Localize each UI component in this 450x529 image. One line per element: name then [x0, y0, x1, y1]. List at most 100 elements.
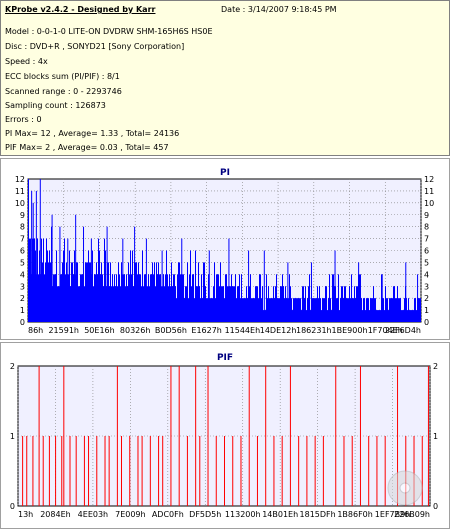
- pi-bar: [81, 274, 82, 322]
- pi-bar: [294, 298, 295, 322]
- pi-bar: [403, 310, 404, 322]
- pi-bar: [246, 286, 247, 322]
- pi-bar: [235, 274, 236, 322]
- pi-bar: [355, 298, 356, 322]
- pi-spike-bar: [228, 238, 230, 322]
- pi-spike-bar: [334, 250, 336, 322]
- pi-bar: [265, 310, 266, 322]
- pif-xtick-label: 113200h: [225, 510, 261, 519]
- pi-bar: [136, 262, 137, 322]
- pi-bar: [279, 298, 280, 322]
- pif-stats-line: PIF Max= 2 , Average= 0.03 , Total= 457: [5, 143, 169, 152]
- pif-bar: [63, 366, 65, 506]
- pi-bar: [167, 274, 168, 322]
- pi-bar: [190, 250, 191, 322]
- pi-bar: [344, 286, 345, 322]
- pi-bar: [336, 298, 337, 322]
- pi-bar: [351, 274, 352, 322]
- pi-bar: [142, 250, 143, 322]
- pi-bar: [170, 286, 171, 322]
- pi-bar: [197, 286, 198, 322]
- pi-bar: [125, 286, 126, 322]
- pi-bar: [78, 286, 79, 322]
- pi-bar: [195, 250, 196, 322]
- pi-bar: [361, 298, 362, 322]
- pi-bar: [47, 250, 48, 322]
- pif-xtick-label: 226B09h: [394, 510, 430, 519]
- pi-bar: [376, 310, 377, 322]
- pi-bar: [226, 274, 227, 322]
- pif-bar: [26, 436, 28, 506]
- pi-bar: [165, 274, 166, 322]
- pi-bar: [418, 298, 419, 322]
- pi-bar: [177, 274, 178, 322]
- pi-bar: [378, 310, 379, 322]
- info-panel: KProbe v2.4.2 - Designed by Karr Date : …: [0, 0, 450, 156]
- pi-bar: [141, 286, 142, 322]
- pi-spike-bar: [287, 262, 289, 322]
- pi-bar: [357, 286, 358, 322]
- pi-bar: [305, 286, 306, 322]
- scan-date: Date : 3/14/2007 9:18:45 PM: [221, 5, 337, 14]
- pi-bar: [192, 274, 193, 322]
- pi-bar: [396, 298, 397, 322]
- pi-bar: [72, 262, 73, 322]
- pi-bar: [234, 286, 235, 322]
- pi-spike-bar: [31, 190, 33, 322]
- pi-bar: [251, 298, 252, 322]
- pi-bar: [322, 298, 323, 322]
- pi-bar: [210, 298, 211, 322]
- pi-bar: [390, 298, 391, 322]
- pi-ytick-label-left: 3: [20, 282, 25, 291]
- pi-bar: [316, 298, 317, 322]
- pif-xtick-label: 2084Eh: [40, 510, 70, 519]
- pi-bar: [342, 286, 343, 322]
- pi-bar: [196, 286, 197, 322]
- pi-spike-bar: [28, 179, 29, 322]
- pi-ytick-label-left: 9: [20, 211, 25, 220]
- pi-bar: [35, 250, 36, 322]
- pi-bar: [96, 262, 97, 322]
- pi-bar: [84, 286, 85, 322]
- pi-bar: [155, 286, 156, 322]
- pi-spike-bar: [35, 190, 37, 322]
- pi-bar: [171, 262, 172, 322]
- pi-ytick-label-right: 6: [424, 247, 429, 256]
- pi-spike-bar: [358, 262, 360, 322]
- pi-bar: [269, 298, 270, 322]
- pi-bar: [229, 286, 230, 322]
- pi-bar: [367, 298, 368, 322]
- pif-bar: [413, 436, 415, 506]
- pif-xtick-label: 1815DFh: [300, 510, 336, 519]
- pi-xtick-label: 1BE900h: [332, 326, 368, 335]
- pi-bar: [262, 286, 263, 322]
- pi-bar: [207, 298, 208, 322]
- disc-line: Disc : DVD+R , SONYD21 [Sony Corporation…: [5, 42, 185, 51]
- pi-bar: [252, 298, 253, 322]
- pi-bar: [148, 274, 149, 322]
- pi-bar: [297, 298, 298, 322]
- pif-bar: [149, 436, 151, 506]
- pif-xtick-label: DF5D5h: [189, 510, 221, 519]
- pi-bar: [292, 310, 293, 322]
- pi-bar: [413, 310, 414, 322]
- pi-bar: [399, 298, 400, 322]
- pi-bar: [259, 274, 260, 322]
- pif-bar: [384, 436, 386, 506]
- pi-bar: [101, 262, 102, 322]
- pi-ytick-label-right: 2: [424, 294, 429, 303]
- pif-chart-title: PIF: [217, 353, 233, 363]
- pi-bar: [253, 298, 254, 322]
- model-line: Model : 0-0-1-0 LITE-ON DVDRW SHM-165H6S…: [5, 27, 213, 36]
- pif-bar: [162, 436, 164, 506]
- pif-bar: [55, 436, 57, 506]
- pi-bar: [123, 274, 124, 322]
- pif-bar: [38, 366, 40, 506]
- pi-bar: [145, 274, 146, 322]
- pi-bar: [323, 298, 324, 322]
- pi-bar: [278, 298, 279, 322]
- pif-bar: [137, 436, 139, 506]
- pif-bar: [96, 436, 98, 506]
- pi-bar: [290, 286, 291, 322]
- pi-bar: [244, 298, 245, 322]
